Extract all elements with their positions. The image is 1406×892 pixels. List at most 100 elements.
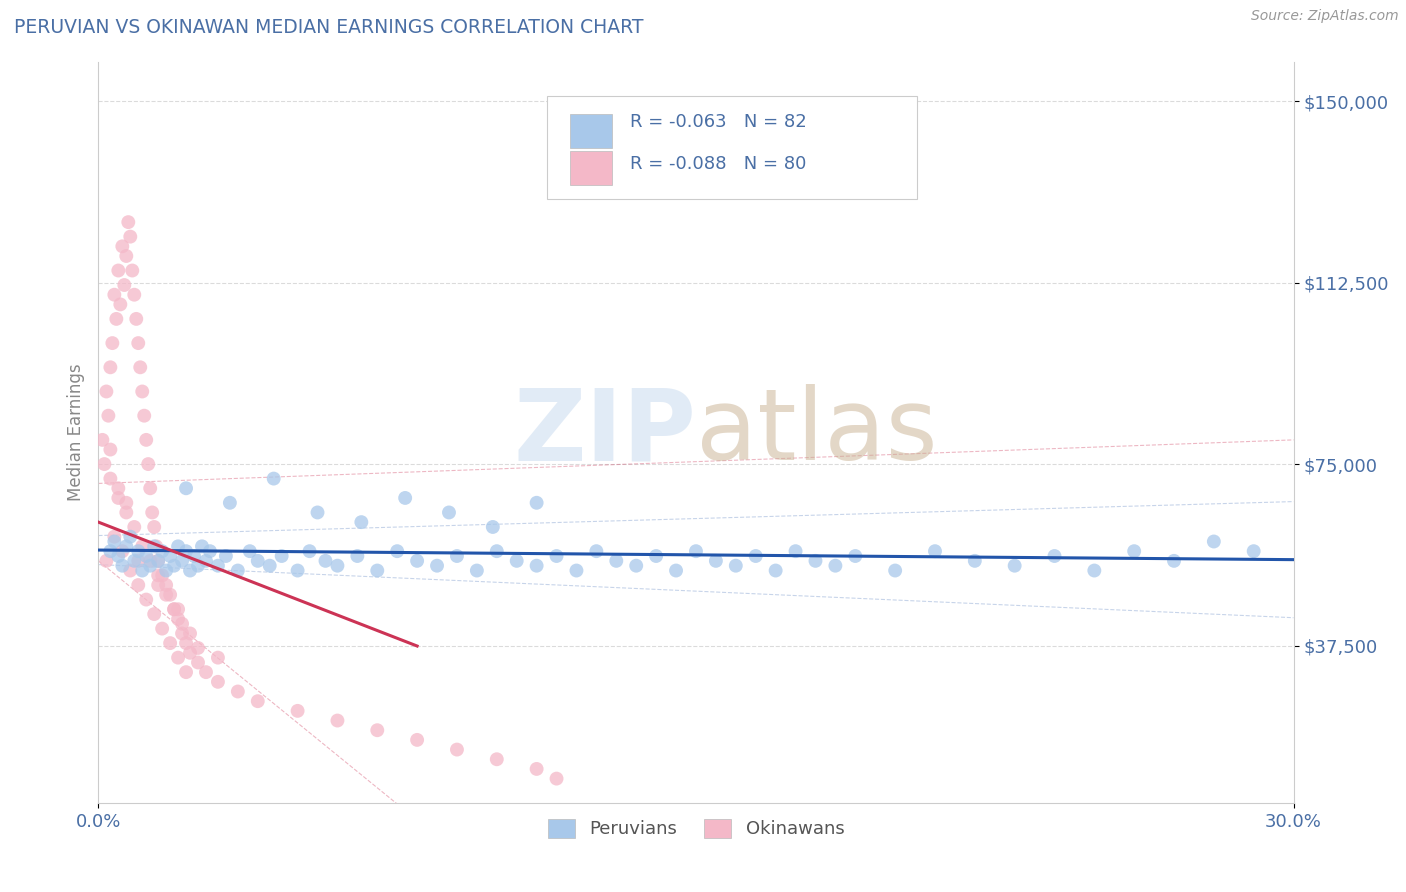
Point: [155, 588, 177, 602]
Point: [179, 626, 201, 640]
Point: [96, 384, 118, 399]
Point: [131, 384, 153, 399]
Point: [195, 554, 218, 568]
Point: [143, 607, 166, 621]
Point: [148, 554, 170, 568]
Point: [745, 549, 768, 563]
Point: [765, 564, 787, 578]
Point: [107, 481, 129, 495]
Point: [159, 588, 181, 602]
Point: [101, 336, 124, 351]
Text: PERUVIAN VS OKINAWAN MEDIAN EARNINGS CORRELATION CHART: PERUVIAN VS OKINAWAN MEDIAN EARNINGS COR…: [14, 18, 644, 37]
Point: [546, 549, 568, 563]
Point: [485, 752, 508, 766]
Point: [167, 602, 190, 616]
FancyBboxPatch shape: [571, 114, 613, 147]
Point: [724, 558, 747, 573]
Point: [1083, 564, 1105, 578]
Point: [139, 554, 162, 568]
Point: [437, 506, 460, 520]
Point: [96, 554, 118, 568]
Point: [485, 544, 508, 558]
Point: [219, 496, 242, 510]
Point: [148, 554, 170, 568]
Point: [785, 544, 807, 558]
Point: [125, 312, 148, 326]
Point: [246, 554, 269, 568]
Point: [167, 650, 190, 665]
Point: [406, 554, 429, 568]
Point: [159, 549, 181, 563]
Point: [191, 539, 214, 553]
Point: [135, 549, 157, 563]
Text: R = -0.063   N = 82: R = -0.063 N = 82: [630, 112, 807, 131]
Point: [174, 544, 197, 558]
Point: [124, 287, 146, 301]
Point: [135, 592, 157, 607]
Point: [287, 564, 309, 578]
Point: [127, 544, 149, 558]
Point: [117, 215, 139, 229]
Point: [446, 742, 468, 756]
Point: [129, 360, 152, 375]
Point: [143, 520, 166, 534]
Point: [704, 554, 727, 568]
Point: [1123, 544, 1146, 558]
FancyBboxPatch shape: [571, 152, 613, 185]
Point: [111, 558, 134, 573]
Point: [307, 506, 329, 520]
Legend: Peruvians, Okinawans: Peruvians, Okinawans: [540, 812, 852, 846]
Point: [135, 433, 157, 447]
Point: [179, 564, 201, 578]
Point: [107, 491, 129, 505]
Point: [139, 481, 162, 495]
Point: [150, 544, 173, 558]
Point: [824, 558, 846, 573]
Point: [167, 539, 190, 553]
Point: [150, 568, 173, 582]
Point: [924, 544, 946, 558]
Point: [546, 772, 568, 786]
Point: [120, 564, 142, 578]
Point: [98, 442, 122, 457]
Point: [482, 520, 505, 534]
Point: [465, 564, 488, 578]
Point: [263, 472, 285, 486]
Point: [506, 554, 529, 568]
Point: [143, 539, 166, 553]
Point: [167, 612, 190, 626]
Point: [526, 762, 548, 776]
Point: [110, 297, 132, 311]
Point: [246, 694, 269, 708]
Point: [150, 622, 173, 636]
Point: [207, 674, 229, 689]
Point: [187, 558, 209, 573]
Point: [187, 640, 209, 655]
Point: [115, 506, 138, 520]
Text: R = -0.088   N = 80: R = -0.088 N = 80: [630, 155, 807, 173]
Point: [1243, 544, 1265, 558]
Point: [148, 578, 170, 592]
Point: [159, 636, 181, 650]
Point: [103, 530, 125, 544]
Point: [226, 684, 249, 698]
Text: ZIP: ZIP: [513, 384, 696, 481]
FancyBboxPatch shape: [547, 95, 917, 200]
Point: [526, 496, 548, 510]
Point: [98, 472, 122, 486]
Point: [239, 544, 262, 558]
Point: [127, 554, 149, 568]
Point: [139, 558, 162, 573]
Point: [605, 554, 627, 568]
Point: [107, 263, 129, 277]
Point: [120, 530, 142, 544]
Point: [172, 554, 194, 568]
Point: [148, 568, 170, 582]
Point: [131, 564, 153, 578]
Point: [120, 229, 142, 244]
Point: [105, 312, 128, 326]
Point: [287, 704, 309, 718]
Point: [172, 616, 194, 631]
Point: [326, 714, 349, 728]
Point: [426, 558, 449, 573]
